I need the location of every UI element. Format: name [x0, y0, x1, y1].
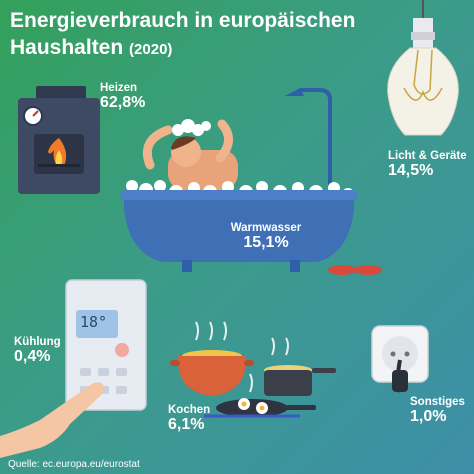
label-sonstiges: Sonstiges 1,0% — [410, 396, 465, 426]
thermostat-display: 18° — [80, 313, 108, 331]
light-bulb-icon — [387, 0, 459, 136]
label-warmwasser: Warmwasser 15,1% — [226, 222, 306, 252]
category-label: Sonstiges — [410, 396, 465, 408]
category-label: Heizen — [100, 82, 138, 94]
data-label: 15,1% — [243, 234, 289, 251]
power-socket-icon — [371, 325, 429, 393]
category-label: Warmwasser — [230, 222, 302, 234]
label-licht: Licht & Geräte 14,5% — [388, 150, 467, 180]
category-label: Kühlung — [14, 336, 61, 348]
label-kochen: Kochen 6,1% — [168, 404, 210, 434]
bather-icon — [142, 119, 238, 190]
label-heizen: Heizen 62,8% — [100, 82, 145, 112]
title-line-2: Haushalten — [10, 36, 124, 59]
source-note: Quelle: ec.europa.eu/eurostat — [8, 459, 140, 470]
bathtub-icon — [120, 190, 358, 272]
data-label: 14,5% — [388, 162, 434, 179]
data-label: 0,4% — [14, 348, 51, 365]
label-kuehlung: Kühlung 0,4% — [14, 336, 61, 366]
data-label: 1,0% — [410, 408, 447, 425]
category-label: Licht & Geräte — [388, 150, 467, 162]
furnace-icon — [18, 86, 100, 194]
title-year: (2020) — [129, 41, 173, 58]
data-label: 6,1% — [168, 416, 205, 433]
shower-icon — [285, 88, 332, 185]
cooking-pots-icon — [170, 321, 336, 418]
page-title: Energieverbrauch in europäischen Haushal… — [10, 7, 390, 63]
data-label: 62,8% — [100, 94, 146, 111]
category-label: Kochen — [168, 404, 211, 416]
thermostat-icon — [0, 279, 147, 458]
slippers-icon — [328, 265, 382, 275]
title-line-1: Energieverbrauch in europäischen — [10, 9, 356, 32]
